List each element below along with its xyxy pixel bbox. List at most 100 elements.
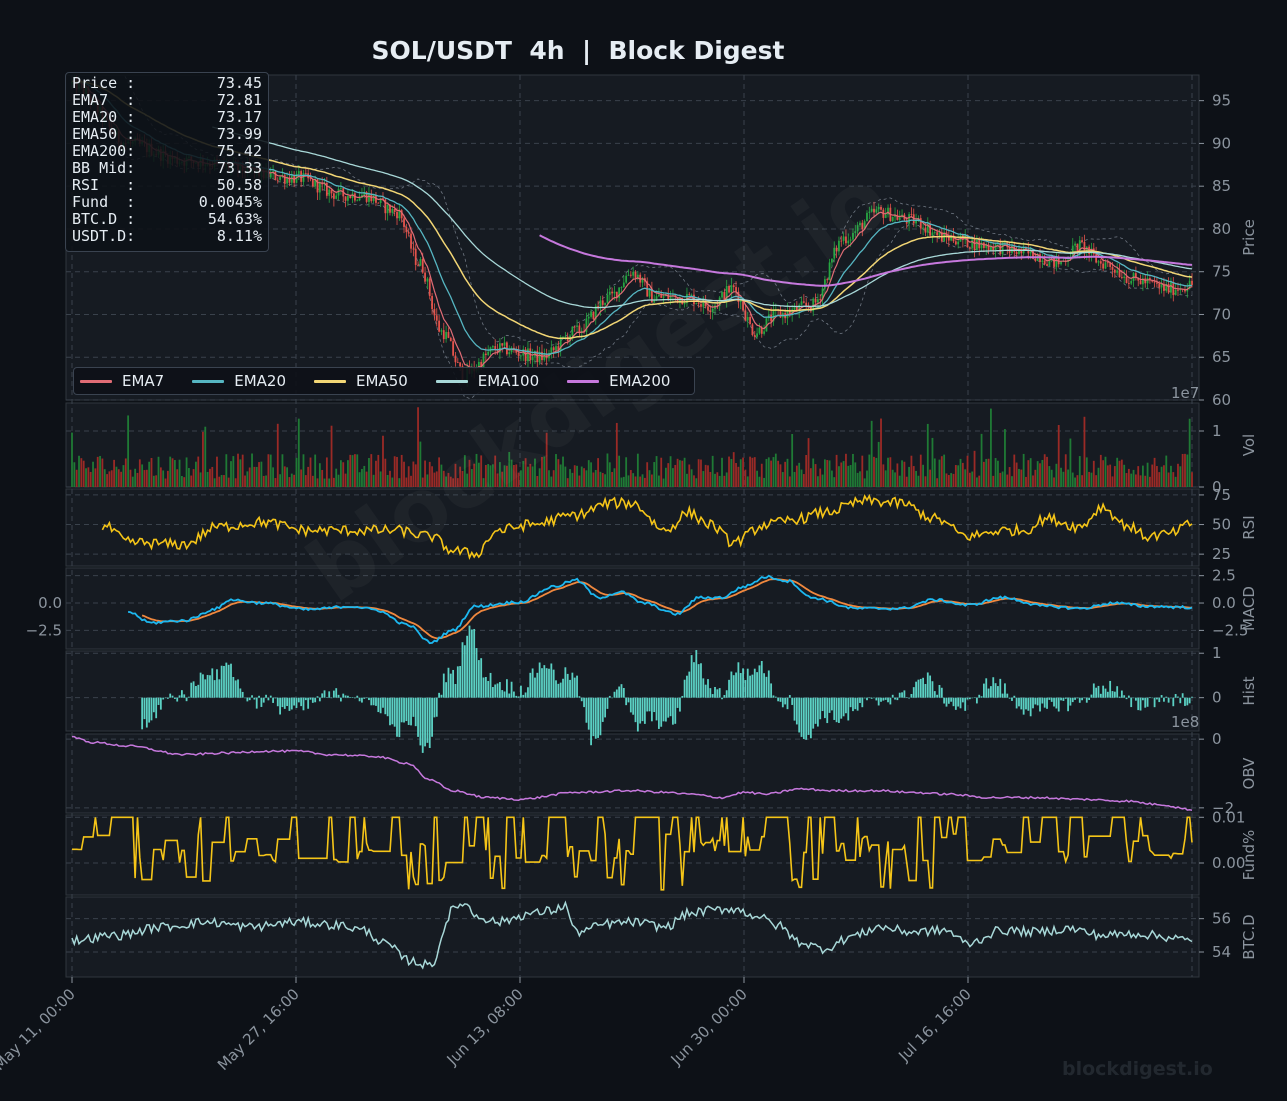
hist-bar — [1004, 683, 1006, 698]
candle-body — [922, 227, 925, 229]
volume-bar — [891, 469, 894, 487]
candle-body — [971, 239, 974, 249]
hist-bar — [375, 697, 377, 706]
vol-tick-label: 0 — [1212, 478, 1222, 496]
hist-bar — [723, 695, 726, 698]
hist-bar — [622, 687, 625, 698]
volume-bar — [966, 455, 969, 487]
hist-bar — [709, 688, 712, 698]
hist-bar — [676, 697, 679, 708]
candle-body — [508, 352, 511, 355]
hist-bar — [1170, 697, 1172, 699]
hist-bar — [143, 697, 146, 720]
volume-bar — [882, 464, 885, 487]
candle-body — [1018, 248, 1020, 255]
volume-bar — [96, 456, 99, 487]
candle-body — [279, 176, 282, 180]
volume-bar — [239, 459, 242, 487]
hist-bar — [363, 697, 366, 699]
volume-bar — [550, 476, 553, 487]
volume-bar — [230, 461, 232, 487]
volume-bar — [578, 475, 581, 487]
volume-bar — [693, 475, 695, 487]
volume-bar — [772, 457, 775, 487]
hist-bar — [1109, 680, 1112, 698]
hist-bar — [655, 697, 658, 721]
candle-body — [1137, 277, 1140, 281]
hist-bar — [1025, 697, 1027, 710]
candle-body — [1188, 280, 1191, 289]
chart-title: SOL/USDT 4h | Block Digest — [371, 36, 785, 65]
volume-bar — [325, 457, 328, 487]
candle-body — [1034, 258, 1037, 261]
volume-bar — [562, 456, 564, 487]
hist-bar — [468, 625, 471, 698]
volume-bar — [826, 460, 829, 487]
hist-bar — [702, 678, 705, 698]
obv-tick-label: 0 — [1212, 730, 1222, 748]
hist-bar — [1095, 687, 1098, 698]
hist-bar — [798, 697, 801, 733]
hist-bar — [1167, 697, 1170, 703]
candle-body — [816, 299, 819, 303]
hist-bar — [686, 675, 688, 698]
volume-bar — [585, 470, 588, 487]
volume-bar — [791, 433, 794, 487]
candle-body — [987, 244, 990, 251]
info-value: 50.58 — [216, 176, 262, 194]
candle-body — [861, 222, 864, 230]
macd-left-tick-label: −2.5 — [26, 621, 62, 639]
volume-bar — [980, 433, 983, 487]
volume-bar — [583, 468, 585, 487]
hist-bar — [620, 684, 623, 698]
hist-bar — [870, 697, 873, 699]
volume-bar — [452, 478, 455, 487]
candle-body — [814, 298, 817, 303]
hist-bar — [220, 665, 223, 698]
info-row: RSI : 50.58 — [72, 177, 262, 194]
candle-body — [1141, 278, 1144, 285]
volume-bar — [1071, 472, 1074, 487]
candle-body — [648, 288, 651, 297]
candle-body — [328, 189, 331, 196]
hist-bar — [304, 697, 307, 701]
candle-body — [491, 346, 494, 348]
volume-bar — [908, 466, 910, 487]
volume-bar — [639, 476, 642, 487]
volume-bar — [938, 459, 941, 487]
legend-item: EMA50 — [314, 372, 408, 390]
candle-body — [398, 210, 401, 219]
info-label: EMA200: — [72, 142, 136, 160]
volume-bar — [1036, 461, 1039, 487]
volume-bar — [842, 461, 845, 487]
candle-body — [800, 301, 803, 305]
hist-bar — [484, 676, 487, 698]
volume-bar — [159, 467, 162, 487]
candle-body — [856, 225, 859, 232]
hist-bar — [508, 693, 511, 698]
hist-bar — [636, 697, 639, 732]
candle-body — [440, 330, 443, 332]
hist-bar — [690, 655, 693, 698]
hist-bar — [912, 687, 915, 698]
hist-bar — [538, 662, 541, 698]
candle-body — [877, 206, 880, 210]
hist-bar — [414, 697, 417, 727]
hist-bar — [711, 694, 714, 698]
hist-bar — [718, 688, 721, 698]
volume-bar — [655, 456, 658, 487]
candle-body — [683, 303, 686, 305]
volume-bar — [286, 467, 289, 487]
volume-bar — [994, 458, 997, 487]
candle-body — [758, 327, 761, 334]
candle-body — [503, 342, 506, 346]
volume-bar — [1029, 458, 1032, 487]
volume-bar — [412, 461, 415, 487]
hist-bar — [164, 697, 167, 699]
volume-bar — [945, 473, 948, 487]
candle-body — [980, 242, 983, 249]
volume-bar — [957, 465, 960, 487]
candle-body — [1102, 263, 1105, 269]
candle-body — [454, 355, 457, 363]
volume-bar — [396, 456, 398, 487]
